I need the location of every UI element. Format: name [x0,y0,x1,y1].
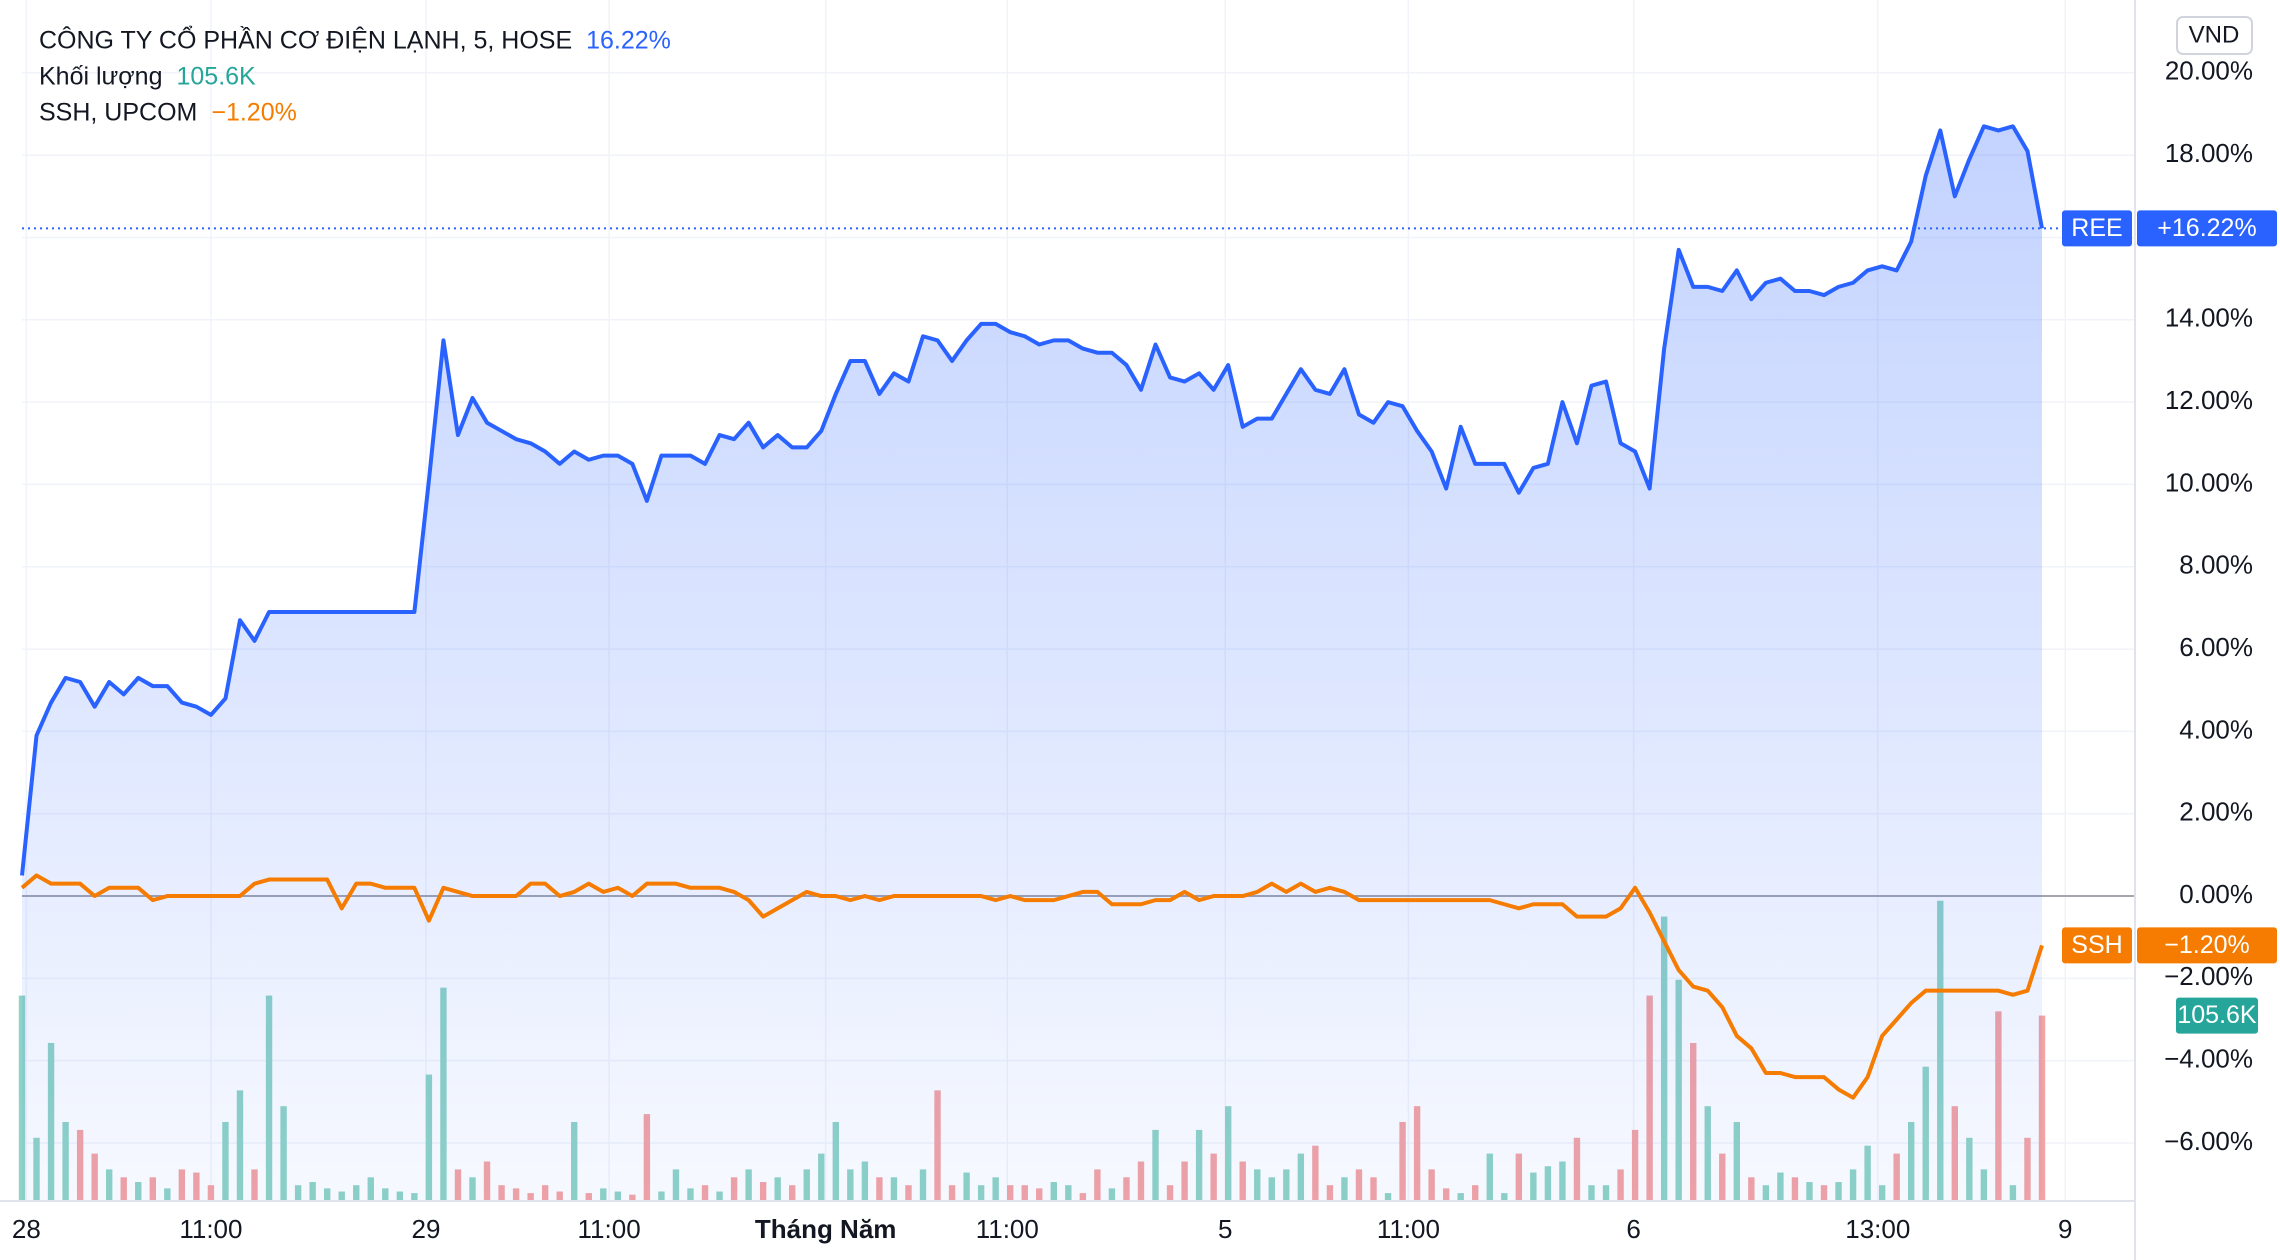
y-tick-label: 4.00% [2179,714,2253,744]
series-symbol-badge-box [2062,210,2132,247]
legend-name: SSH, UPCOM [39,99,197,127]
series-value-badge-box [2137,210,2277,247]
x-tick-label: 13:00 [1845,1214,1910,1244]
y-tick-label: 14.00% [2165,303,2253,333]
x-tick-label: 29 [412,1214,441,1244]
y-tick-label: 6.00% [2179,632,2253,662]
y-tick-label: 18.00% [2165,138,2253,168]
y-tick-label: 8.00% [2179,550,2253,580]
y-tick-label: −4.00% [2164,1044,2253,1074]
legend-value: −1.20% [211,99,297,127]
volume-bar [2038,1015,2046,1201]
legend-value: 105.6K [176,63,256,91]
currency-label[interactable]: VND [2189,21,2240,48]
legend-name: Khối lượng [39,63,162,91]
x-tick-label: 11:00 [1377,1214,1440,1244]
y-tick-label: 0.00% [2179,879,2253,909]
currency-button[interactable] [2176,16,2253,55]
x-tick-label: 5 [1218,1214,1232,1244]
x-tick-label: 6 [1626,1214,1640,1244]
line [20,124,2044,876]
series-symbol-badge-box [2062,927,2132,964]
series-symbol-badge-text: REE [2071,214,2122,242]
y-tick-label: 2.00% [2179,797,2253,827]
x-tick-label: Tháng Năm [755,1214,897,1244]
volume-badge-text: 105.6K [2177,1001,2257,1029]
x-tick-label: 11:00 [578,1214,641,1244]
y-tick-label: −2.00% [2164,961,2253,991]
series-value-badge-text: −1.20% [2164,931,2250,959]
series-symbol-badge-text: SSH [2071,931,2122,959]
volume-badge-box [2176,997,2258,1034]
y-tick-label: −6.00% [2164,1126,2253,1156]
legend-name: CÔNG TY CỔ PHẦN CƠ ĐIỆN LẠNH, 5, HOSE [39,25,572,55]
y-tick-label: 10.00% [2165,467,2253,497]
line [20,873,2044,1100]
x-tick-label: 28 [12,1214,41,1244]
y-tick-label: 12.00% [2165,385,2253,415]
series-value-badge-box [2137,927,2277,964]
y-tick-label: 20.00% [2165,56,2253,86]
x-tick-label: 11:00 [976,1214,1039,1244]
legend-value: 16.22% [586,27,671,55]
x-tick-label: 9 [2058,1214,2072,1244]
series-value-badge-text: +16.22% [2157,214,2256,242]
x-tick-label: 11:00 [179,1214,242,1244]
area [22,126,2042,1202]
